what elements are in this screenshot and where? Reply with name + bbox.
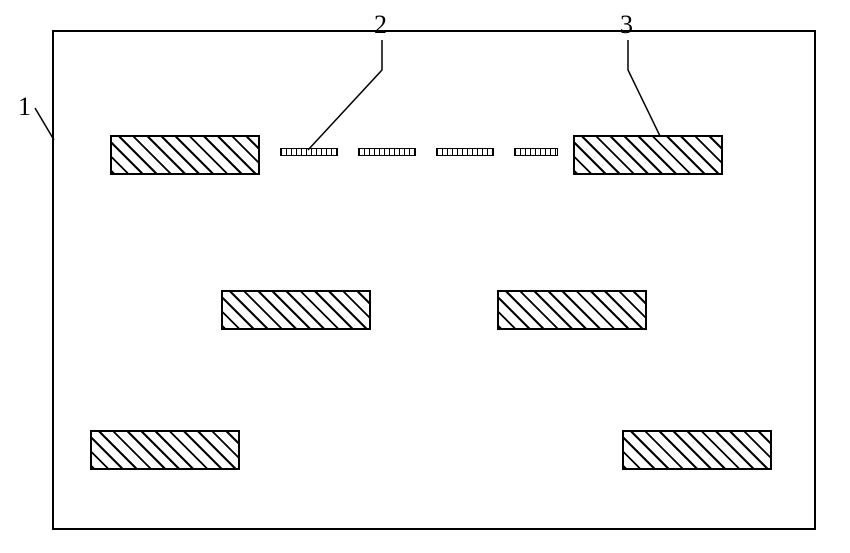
leader-line bbox=[0, 0, 850, 553]
diagram-canvas: 123 bbox=[0, 0, 850, 553]
